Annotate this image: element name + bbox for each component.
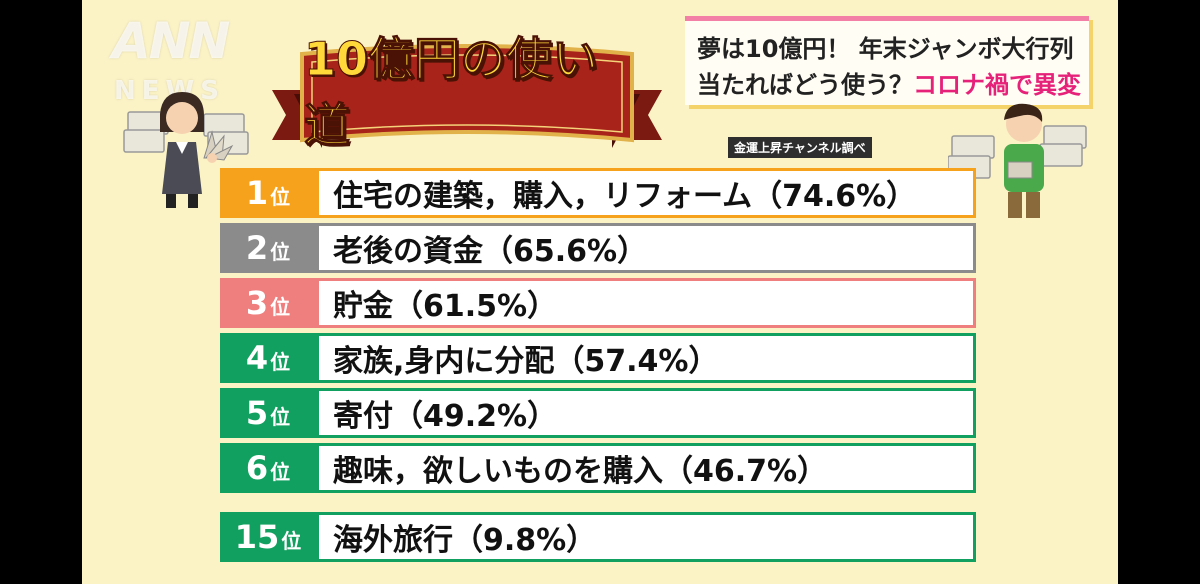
- ranking-label: 寄付（49.2%）: [316, 388, 976, 438]
- ann-watermark-logo: ANN: [112, 12, 230, 70]
- headline-line-2-black: 当たればどう使う？: [697, 71, 913, 99]
- banner-title: 10億円の使い道: [304, 32, 599, 153]
- headline-line-2: 当たればどう使う？コロナ禍で異変: [697, 65, 1081, 100]
- rank-badge: 15 位: [220, 512, 316, 562]
- ranking-row: 15 位 海外旅行（9.8%）: [220, 512, 976, 562]
- ranking-label: 住宅の建築，購入，リフォーム（74.6%）: [316, 168, 976, 218]
- source-tag: 金運上昇チャンネル調べ: [728, 137, 872, 158]
- ranking-label: 貯金（61.5%）: [316, 278, 976, 328]
- ranking-label: 趣味，欲しいものを購入（46.7%）: [316, 443, 976, 493]
- man-with-money-icon: [948, 103, 1087, 218]
- ranking-label: 海外旅行（9.8%）: [316, 512, 976, 562]
- ranking-label: 老後の資金（65.6%）: [316, 223, 976, 273]
- woman-with-money-icon: [123, 92, 249, 208]
- ranking-label: 家族,身内に分配（57.4%）: [316, 333, 976, 383]
- headline-line-2-pink: コロナ禍で異変: [913, 71, 1081, 99]
- headline-line-1: 夢は10億円！ 年末ジャンボ大行列: [697, 35, 1074, 63]
- title-ribbon-icon: [272, 44, 662, 148]
- news-headline-box: 夢は10億円！ 年末ジャンボ大行列 当たればどう使う？コロナ禍で異変: [685, 16, 1089, 105]
- broadcast-frame: ANN NEWS 10億円の使い道 夢は10億円！ 年末ジャンボ大行列 当たれば…: [82, 0, 1118, 584]
